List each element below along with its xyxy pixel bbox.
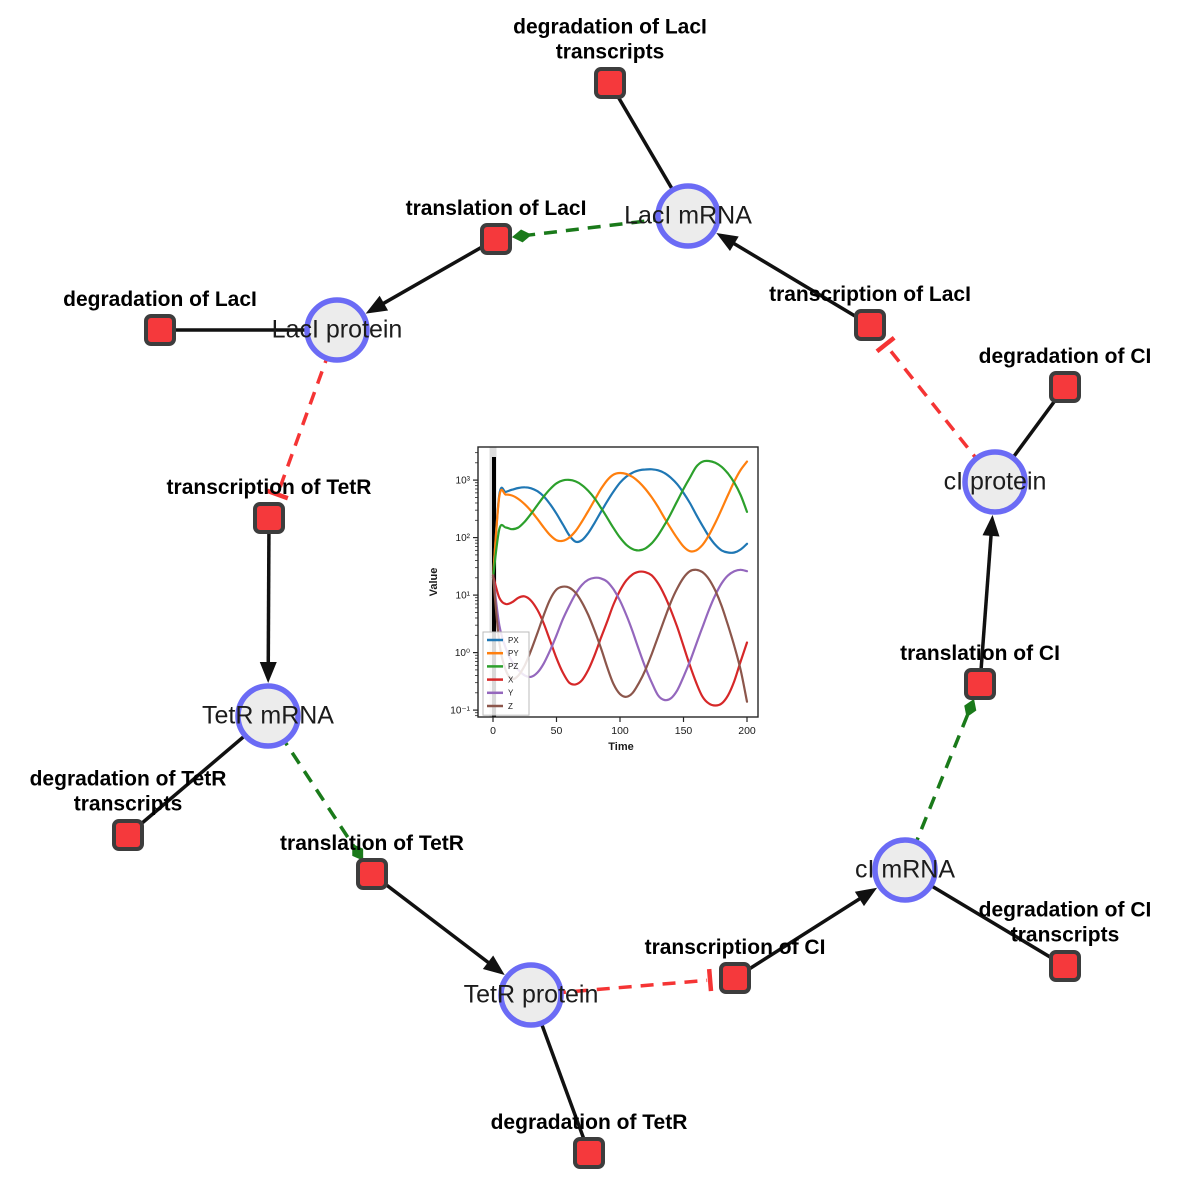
edge-markers-layer [259,229,1000,992]
edge-transcription-lacI-lacI-mRNA-arrowhead-icon [716,232,739,252]
y-tick-label: 10⁰ [455,648,470,659]
reaction-node-degradation-cI-transcripts[interactable] [1049,950,1081,982]
edge-cI-protein-transcription-lacI-inhibition-bar-icon [875,335,896,354]
species-node-lacI-protein[interactable] [304,297,370,363]
reaction-node-transcription-cI[interactable] [719,962,751,994]
edge-transcription-tetR-tetR-mRNA [266,517,271,672]
legend-label-PY: PY [508,649,519,658]
reaction-node-translation-lacI[interactable] [480,223,512,255]
legend-label-PZ: PZ [508,662,518,671]
edge-translation-cI-cI-protein-arrowhead-icon [982,514,1000,537]
edge-translation-tetR-tetR-protein-arrowhead-icon [482,955,505,976]
series-line-Z [491,568,749,703]
edge-lacI-mRNA-translation-lacI-modifier-arrowhead-icon [511,229,532,243]
x-tick-label: 100 [611,725,629,737]
species-node-cI-protein[interactable] [962,449,1028,515]
edge-translation-lacI-lacI-protein-arrowhead-icon [365,295,389,314]
edge-tetR-mRNA-translation-tetR-modifier-arrowhead-icon [352,843,364,861]
x-tick-label: 50 [551,725,563,737]
edge-transcription-cI-cI-mRNA [734,892,868,980]
series-line-PY [491,460,749,579]
reaction-node-transcription-tetR[interactable] [253,502,285,534]
edge-transcription-lacI-lacI-mRNA [725,237,871,327]
legend-box [482,631,530,716]
legend-label-PX: PX [508,636,519,645]
legend-label-Z: Z [508,702,513,711]
reaction-node-degradation-cI[interactable] [1049,371,1081,403]
y-tick-label: 10⁻¹ [450,706,470,717]
y-tick-label: 10³ [456,476,471,487]
series-line-PZ [491,459,749,579]
x-axis-label: Time [608,741,633,753]
edge-transcription-tetR-tetR-mRNA-arrowhead-icon [259,661,277,684]
reaction-node-degradation-lacI[interactable] [144,314,176,346]
y-axis-label: Value [428,568,440,597]
x-tick-label: 150 [675,725,693,737]
reaction-node-translation-tetR[interactable] [356,858,388,890]
reaction-node-degradation-tetR-transcripts[interactable] [112,819,144,851]
plot-series [491,459,749,707]
edge-cI-mRNA-translation-cI-modifier-arrowhead-icon [964,698,977,718]
plot-frame [477,446,759,718]
species-node-cI-mRNA[interactable] [872,837,938,903]
nodes-layer [112,67,1081,1169]
plot-legend: PX PY PZ XYZ [482,631,530,716]
x-tick-label: 200 [738,725,756,737]
edge-transcription-cI-cI-mRNA-arrowhead-icon [854,887,878,907]
species-node-tetR-mRNA[interactable] [235,683,301,749]
reaction-node-transcription-lacI[interactable] [854,309,886,341]
y-tick-label: 10¹ [456,591,471,602]
edge-tetR-protein-transcription-cI-inhibition-bar-icon [706,968,714,992]
simulation-plot: 10⁻¹ 10⁰ 10¹ 10² 10³ 0 50 100 150 200 PX PY PZ XYZ T… [425,430,770,760]
edge-translation-lacI-lacI-protein [375,237,497,310]
edge-translation-tetR-tetR-protein [370,872,497,970]
x-tick-label: 0 [490,725,496,737]
y-tick-label: 10² [456,533,471,544]
species-node-lacI-mRNA[interactable] [655,183,721,249]
reaction-node-degradation-tetR[interactable] [573,1137,605,1169]
edge-lacI-protein-transcription-tetR-inhibition-bar-icon [266,488,289,501]
legend-label-Y: Y [508,689,514,698]
edge-translation-cI-cI-protein [978,526,994,685]
series-line-X [491,570,749,707]
reaction-node-degradation-lacI-transcripts[interactable] [594,67,626,99]
legend-label-X: X [508,675,514,684]
species-node-tetR-protein[interactable] [498,962,564,1028]
series-line-Y [491,568,749,702]
series-line-PX [491,468,749,579]
reaction-node-translation-cI[interactable] [964,668,996,700]
